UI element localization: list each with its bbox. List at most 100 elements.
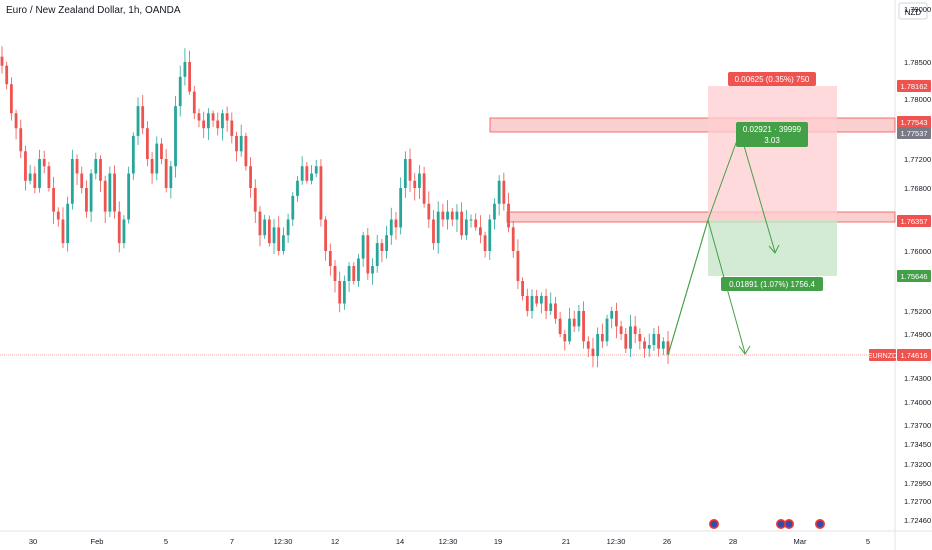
event-marker-inner [816,520,824,528]
candle-body [554,303,557,319]
candle-body [483,235,487,251]
candle-body [169,166,173,188]
projection-path-down [739,131,776,253]
candle-body [647,345,651,349]
candle-body [235,135,238,152]
entry-label-box [736,122,808,147]
currency-box [898,2,928,20]
take-profit-zone [708,220,837,276]
candle-body [413,180,417,188]
candle-body [394,219,398,228]
x-tick-label: 12:30 [439,537,458,546]
candle-body [375,243,379,266]
candle-body [600,334,604,342]
x-tick-label: 19 [494,537,502,546]
candle-body [544,296,548,311]
candle-body [155,143,159,174]
candle-body [347,266,351,281]
candle-body [291,195,295,220]
candle-body [272,227,276,244]
candle-body [422,173,426,204]
price-label: 1.74616 [900,351,927,360]
y-tick-label: 1.73700 [904,421,931,430]
candle-body [296,180,299,196]
price-label-box [897,215,931,227]
candle-body [127,173,131,220]
y-tick-label: 1.72950 [904,479,931,488]
candle-body [643,341,646,349]
x-tick-label: 26 [663,537,671,546]
y-tick-label: 1.73200 [904,460,931,469]
candle-body [333,266,337,281]
candle-body [103,180,107,212]
candle-body [652,334,656,345]
candle-body [150,159,154,174]
x-tick-label: Feb [91,537,104,546]
candle-body [385,235,388,251]
candle-body [615,311,618,327]
chart-title: Euro / New Zealand Dollar, 1h, OANDA [6,5,181,16]
candle-body [441,211,445,220]
candle-body [352,266,356,281]
candle-body [338,281,342,304]
price-label: 1.78162 [900,82,927,91]
candle-body [70,159,74,204]
resistance-zone-lower [506,211,896,223]
candle-body [286,219,290,236]
y-tick-label: 1.78000 [904,95,931,104]
y-tick-label: 1.76000 [904,247,931,256]
candle-body [19,128,23,152]
candle-body [328,251,332,266]
candle-body [629,326,632,349]
candle-body [389,219,393,236]
candle-body [535,296,539,304]
price-label: 1.75646 [900,272,927,281]
event-marker-inner [710,520,718,528]
candle-body [108,173,112,212]
candle-body [197,113,201,121]
price-label-box [897,116,931,128]
candle-body [666,341,670,355]
candle-body [493,203,496,220]
candle-body [563,334,567,342]
candle-body [183,62,187,77]
x-tick-label: 5 [164,537,168,546]
candle-body [366,235,370,274]
y-tick-label: 1.72700 [904,497,931,506]
y-tick-label: 1.74300 [904,374,931,383]
candle-body [436,211,440,244]
candle-body [633,326,637,334]
candle-body [572,318,576,327]
candle-body [28,173,32,181]
candle-body [371,266,374,274]
candle-body [211,113,215,121]
candle-body [582,311,585,342]
y-tick-label: 1.73450 [904,440,931,449]
candle-body [99,159,102,181]
y-tick-label: 1.78500 [904,58,931,67]
x-tick-label: 14 [396,537,404,546]
candle-body [446,211,449,220]
candle-body [310,173,313,181]
candle-body [408,159,412,181]
candle-body [502,180,506,204]
x-tick-label: 21 [562,537,570,546]
candle-body [277,227,281,251]
y-tick-label: 1.72460 [904,516,931,525]
candle-body [9,84,13,114]
candle-body [24,151,27,181]
candle-body [661,341,665,349]
candle-body [66,203,70,244]
target-label-box [721,277,823,291]
entry-label-line1: 0.02921 · 39999 [743,125,802,134]
stop-label-box [728,72,816,86]
candle-body [239,135,243,152]
candle-body [89,173,93,212]
candle-body [319,166,323,220]
candle-body [141,106,145,129]
candle-body [610,311,614,319]
candle-body [94,159,98,174]
candle-body [568,318,571,342]
candle-body [56,211,60,220]
